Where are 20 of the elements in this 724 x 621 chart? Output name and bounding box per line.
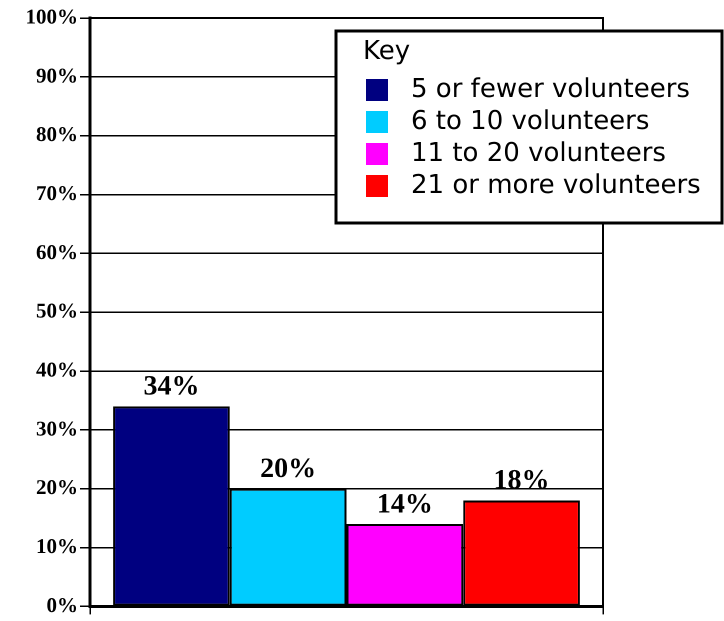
data-label: 14% [376,488,433,520]
legend-label: 11 to 20 volunteers [411,138,666,168]
y-tick-label: 50% [36,298,78,323]
y-tick-label: 80% [36,122,78,146]
y-tick-label: 30% [36,416,78,440]
legend-label: 5 or fewer volunteers [411,74,690,104]
y-tick-label: 10% [36,534,78,558]
data-label: 18% [494,464,550,496]
y-tick-label: 0% [46,592,78,617]
y-tick-label: 90% [36,63,78,88]
legend-label: 21 or more volunteers [411,170,701,200]
y-tick-label: 20% [36,475,78,500]
data-label: 20% [260,452,316,484]
y-tick-label: 60% [36,240,78,264]
y-tick-label: 40% [36,357,78,382]
legend-title: Key [363,36,410,66]
y-tick-label: 100% [26,4,78,28]
data-label: 34% [143,370,200,402]
y-tick-label: 70% [36,180,78,205]
legend-label: 6 to 10 volunteers [411,106,650,136]
